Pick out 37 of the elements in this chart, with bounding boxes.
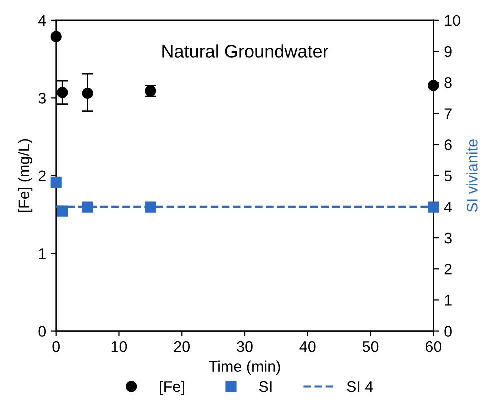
point [57,206,68,217]
x-tick-label: 40 [300,341,316,352]
y2-axis-title: SI vivianite [466,140,478,212]
y-tick-label: 2 [38,170,46,182]
y2-tick-label: 4 [444,202,452,212]
x-tick-label: 20 [174,341,190,352]
y2-tick-label: 3 [444,232,452,244]
x-axis-title: Time (min) [209,360,280,376]
y-tick-label: 1 [39,248,46,260]
y2-tick-label: 5 [444,170,452,182]
point [50,176,62,188]
y2-tick-label: 7 [444,108,452,120]
y2-tick-label: 9 [444,46,452,58]
x-tick-label: 0 [52,341,60,352]
x-tick-label: 10 [112,341,128,352]
legend-label: [Fe] [160,381,184,396]
point [57,87,68,98]
y-tick-label: 0 [38,326,46,337]
y2-tick-label: 0 [444,326,452,337]
x-tick-label: 50 [362,341,379,352]
text: Natural Groundwater [162,44,329,58]
y-tick-label: 4 [38,15,46,26]
x-tick-label: 30 [237,341,253,352]
y2-tick-label: 2 [444,264,452,275]
legend-label: SI [259,381,272,392]
y2-tick-label: 6 [444,140,452,150]
point [428,202,440,213]
y2-tick-label: 8 [444,77,452,88]
point [82,202,94,213]
y-tick-label: 3 [38,93,46,104]
x-tick-label: 60 [426,341,442,352]
y2-tick-label: 1 [445,295,452,306]
y-axis-title: [Fe] (mg/L) [18,139,33,212]
legend-label: SI 4 [347,381,374,392]
y2-tick-label: 10 [445,15,460,26]
point [145,202,156,213]
point [82,88,94,100]
